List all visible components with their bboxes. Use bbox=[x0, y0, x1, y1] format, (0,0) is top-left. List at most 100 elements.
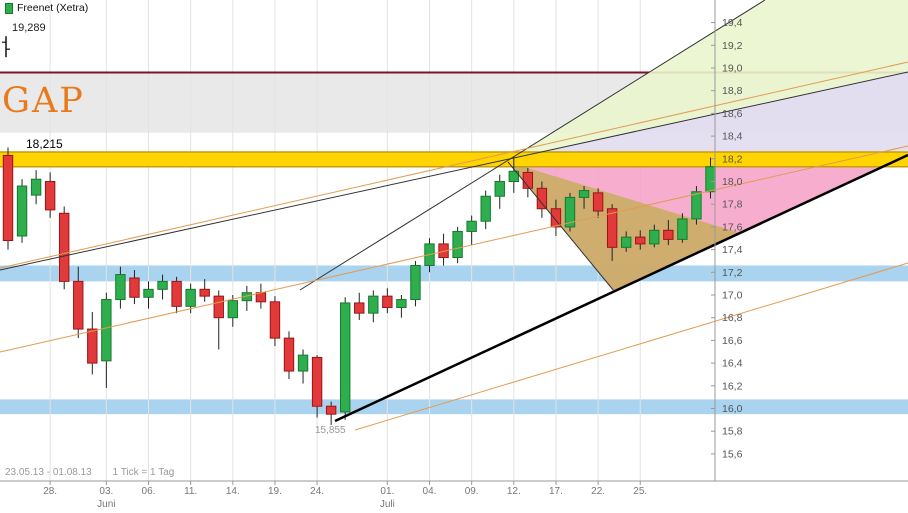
orange-channel-1 bbox=[0, 61, 908, 269]
candle-body-down bbox=[255, 292, 267, 303]
candle-body-up bbox=[368, 295, 379, 314]
x-axis-label: 09. bbox=[465, 486, 479, 497]
candle-body-down bbox=[325, 405, 337, 415]
x-axis-label: 06. bbox=[142, 486, 156, 497]
candle-body-up bbox=[143, 288, 154, 298]
candle-body-up bbox=[621, 236, 632, 248]
candle-body-down bbox=[269, 301, 281, 339]
y-axis-label: 17,0 bbox=[722, 290, 743, 302]
y-axis-label: 16,8 bbox=[722, 312, 743, 324]
wedge-lower-line bbox=[0, 71, 908, 271]
y-axis-label: 18,4 bbox=[722, 131, 743, 143]
candle-body-down bbox=[592, 192, 604, 212]
y-axis-label: 19,2 bbox=[722, 40, 743, 52]
x-axis-label: 03. bbox=[99, 486, 113, 497]
orange-channel-3 bbox=[354, 262, 908, 431]
y-axis-label: 17,6 bbox=[722, 221, 743, 233]
y-axis-label: 16,6 bbox=[722, 335, 743, 347]
candle-body-down bbox=[213, 295, 224, 319]
candle-body-up bbox=[564, 196, 576, 228]
candle-body-up bbox=[115, 274, 126, 301]
x-axis-label: 01. bbox=[380, 486, 394, 497]
x-axis-label: 22. bbox=[591, 486, 605, 497]
candle-body-down bbox=[73, 280, 84, 330]
candle-body-down bbox=[606, 208, 618, 248]
support-zone-17-2 bbox=[0, 265, 908, 282]
previous-high-label: 19,289 bbox=[12, 22, 46, 34]
candle-body-down bbox=[129, 277, 140, 298]
x-axis-label: 12. bbox=[507, 486, 521, 497]
date-range-label: 23.05.13 - 01.08.13 bbox=[5, 467, 92, 478]
candle-body-down bbox=[87, 328, 98, 364]
chart-footer: 23.05.13 - 01.08.13 1 Tick = 1 Tag bbox=[5, 468, 174, 478]
candle-body-up bbox=[649, 229, 660, 245]
candle-body-up bbox=[480, 195, 491, 222]
y-axis-label: 18,8 bbox=[722, 85, 743, 97]
support-zone-16-0 bbox=[0, 399, 908, 415]
candle-body-up bbox=[297, 354, 309, 372]
legend-candle-icon bbox=[5, 3, 13, 14]
chart-legend: Freenet (Xetra) bbox=[5, 3, 88, 14]
x-axis-label: 17. bbox=[549, 486, 563, 497]
y-axis-label: 16,0 bbox=[722, 403, 743, 415]
candle-body-up bbox=[227, 300, 239, 319]
y-axis-label: 16,4 bbox=[722, 358, 743, 370]
main-uptrend-line bbox=[334, 153, 908, 423]
y-axis-label: 18,2 bbox=[722, 153, 743, 165]
gap-annotation: GAP bbox=[2, 81, 85, 121]
candle-body-down bbox=[663, 229, 674, 240]
candle-body-down bbox=[382, 295, 393, 308]
x-axis-label: 11. bbox=[184, 486, 197, 497]
y-axis-label: 17,4 bbox=[722, 244, 743, 256]
candle-body-down bbox=[536, 187, 548, 210]
resistance-price-label: 18,215 bbox=[26, 137, 63, 151]
candle-body-down bbox=[44, 181, 56, 211]
candle-body-up bbox=[705, 166, 716, 193]
y-axis-label: 15,6 bbox=[722, 448, 743, 460]
candle-body-down bbox=[283, 337, 295, 372]
y-axis-label: 17,8 bbox=[722, 199, 743, 211]
candle-body-up bbox=[578, 190, 590, 198]
candle-body-down bbox=[59, 212, 70, 282]
candle-body-up bbox=[157, 280, 168, 290]
resistance-band-18-2 bbox=[0, 151, 908, 167]
y-axis-label: 19,0 bbox=[722, 63, 743, 75]
candle-body-up bbox=[30, 178, 42, 196]
y-axis-label: 18,0 bbox=[722, 176, 743, 188]
month-label: Juni bbox=[97, 499, 115, 510]
tick-interval-label: 1 Tick = 1 Tag bbox=[112, 467, 175, 478]
candle-body-down bbox=[635, 236, 646, 245]
y-axis-label: 18,6 bbox=[722, 108, 743, 120]
y-axis-label: 19,4 bbox=[722, 17, 743, 29]
candle-body-up bbox=[16, 185, 28, 237]
candle-body-down bbox=[311, 356, 323, 407]
wedge-fill-green bbox=[508, 0, 908, 160]
candle-body-up bbox=[396, 299, 407, 308]
candle-body-up bbox=[466, 220, 477, 232]
swing-low-label: 15,855 bbox=[315, 425, 346, 436]
month-label: Juli bbox=[380, 499, 395, 510]
candle-body-up bbox=[452, 230, 463, 259]
triangle-left-line bbox=[507, 161, 615, 292]
candle-body-up bbox=[691, 191, 702, 220]
candle-body-up bbox=[101, 299, 112, 362]
instrument-title: Freenet (Xetra) bbox=[17, 2, 89, 15]
x-axis-label: 24. bbox=[310, 486, 324, 497]
candle-body-down bbox=[2, 154, 14, 242]
candle-body-up bbox=[508, 170, 520, 183]
x-axis-label: 28. bbox=[43, 486, 57, 497]
candle-body-up bbox=[677, 218, 688, 240]
y-axis-label: 16,2 bbox=[722, 380, 743, 392]
candle-body-down bbox=[171, 280, 182, 307]
candle-body-up bbox=[494, 181, 505, 197]
x-axis-label: 25. bbox=[633, 486, 647, 497]
x-axis-label: 19. bbox=[268, 486, 282, 497]
wedge-upper-line bbox=[299, 0, 766, 291]
x-axis-label: 04. bbox=[423, 486, 437, 497]
candle-body-down bbox=[354, 302, 365, 314]
x-axis-label: 14. bbox=[226, 486, 240, 497]
candle-body-up bbox=[340, 302, 351, 413]
orange-channel-2 bbox=[0, 145, 908, 353]
